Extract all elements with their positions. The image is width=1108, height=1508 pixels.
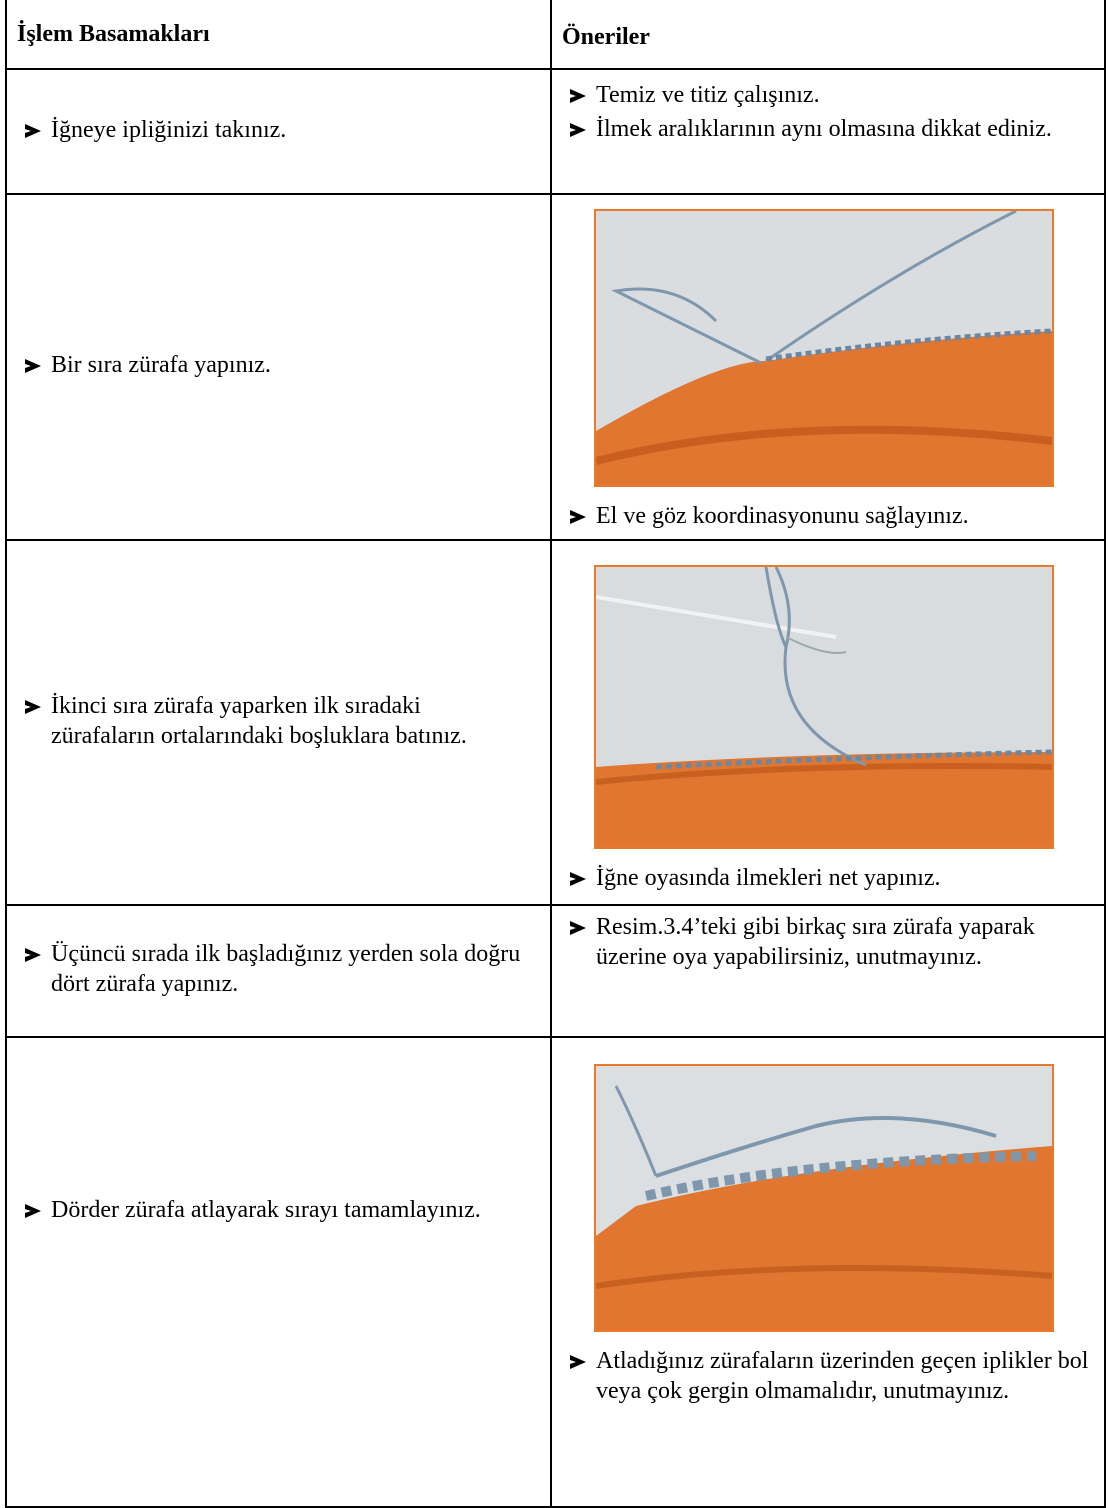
step: İkinci sıra zürafa yaparken ilk sıradaki…	[51, 692, 467, 749]
cell: İkinci sıra zürafa yaparken ilk sıradaki…	[5, 539, 552, 906]
bullet	[25, 359, 41, 373]
tip: Temiz ve titiz çalışınız.	[596, 82, 820, 108]
bullet	[25, 948, 41, 962]
bullet	[570, 89, 586, 103]
header: İşlem Basamakları	[5, 0, 552, 70]
tip: Atladığınız zürafaların üzerinden geçen …	[596, 1348, 1089, 1404]
cell: Atladığınız zürafaların üzerinden geçen …	[550, 1036, 1106, 1508]
cell: Üçüncü sırada ilk başladığınız yerden so…	[5, 904, 552, 1038]
cell: İğne oyasında ilmekleri net yapınız.	[550, 539, 1106, 906]
cell: El ve göz koordinasyonunu sağlayınız.	[550, 193, 1106, 541]
tip: İğne oyasında ilmekleri net yapınız.	[596, 865, 941, 891]
step: Dörder zürafa atlayarak sırayı tamamlayı…	[51, 1197, 481, 1223]
bullet	[570, 872, 586, 886]
cell: İğneye ipliğinizi takınız.	[5, 68, 552, 195]
tip: Resim.3.4’teki gibi birkaç sıra zürafa y…	[596, 914, 1035, 970]
cell: Dörder zürafa atlayarak sırayı tamamlayı…	[5, 1036, 552, 1508]
cell: Bir sıra zürafa yapınız.	[5, 193, 552, 541]
photo	[594, 565, 1054, 849]
tip: El ve göz koordinasyonunu sağlayınız.	[596, 503, 969, 529]
photo	[594, 209, 1054, 487]
bullet	[570, 123, 586, 137]
header: Öneriler	[550, 0, 1106, 70]
bullet	[25, 1204, 41, 1218]
tip: İlmek aralıklarının aynı olmasına dikkat…	[596, 116, 1052, 142]
step: Bir sıra zürafa yapınız.	[51, 352, 271, 378]
cell: Resim.3.4’teki gibi birkaç sıra zürafa y…	[550, 904, 1106, 1038]
step: Üçüncü sırada ilk başladığınız yerden so…	[51, 941, 521, 997]
steps-table: İşlem Basamakları Öneriler İğneye ipliği…	[5, 0, 1106, 1508]
bullet	[570, 510, 586, 524]
bullet	[25, 699, 41, 714]
bullet	[25, 123, 41, 138]
cell: Temiz ve titiz çalışınız. İlmek aralıkla…	[550, 68, 1106, 195]
photo	[594, 1064, 1054, 1332]
step: İğneye ipliğinizi takınız.	[51, 116, 287, 143]
bullet	[570, 921, 586, 935]
bullet	[570, 1355, 586, 1369]
